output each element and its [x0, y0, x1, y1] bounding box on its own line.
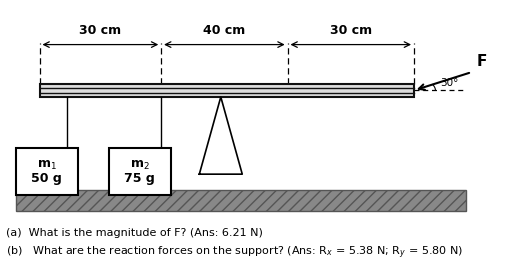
Bar: [16, 190, 466, 211]
Text: 30 cm: 30 cm: [80, 24, 121, 37]
Bar: [109, 148, 171, 195]
Bar: [40, 84, 414, 97]
Bar: [16, 148, 78, 195]
Polygon shape: [199, 97, 242, 174]
Text: 30°: 30°: [440, 78, 458, 88]
Text: 40 cm: 40 cm: [203, 24, 245, 37]
Text: 50 g: 50 g: [31, 172, 62, 185]
Text: m$_1$: m$_1$: [37, 159, 57, 172]
Text: 75 g: 75 g: [125, 172, 155, 185]
Text: 30 cm: 30 cm: [330, 24, 372, 37]
Text: F: F: [476, 54, 487, 69]
Text: m$_2$: m$_2$: [130, 159, 149, 172]
Text: (b)   What are the reaction forces on the support? (Ans: R$_x$ = 5.38 N; R$_y$ =: (b) What are the reaction forces on the …: [6, 245, 463, 261]
Text: (a)  What is the magnitude of F? (Ans: 6.21 N): (a) What is the magnitude of F? (Ans: 6.…: [6, 228, 263, 238]
